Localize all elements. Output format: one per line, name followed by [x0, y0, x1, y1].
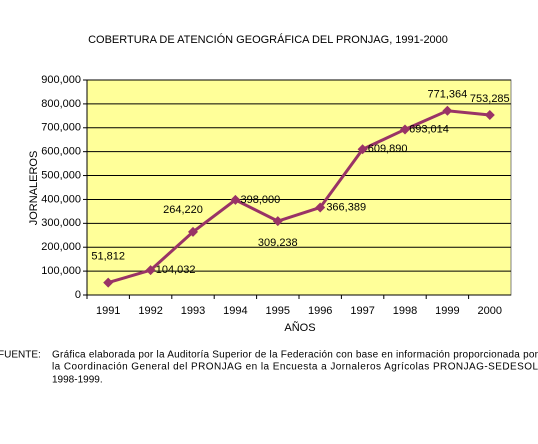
- marker: [357, 144, 368, 155]
- data-label: 753,285: [470, 93, 510, 105]
- x-tick-label: 1992: [138, 305, 162, 317]
- data-label: 51,812: [91, 251, 125, 263]
- x-tick-label: 1991: [96, 305, 120, 317]
- marker: [400, 124, 410, 135]
- y-tick-label: 0: [75, 289, 81, 301]
- y-tick-label: 400,000: [41, 193, 81, 205]
- marker: [272, 216, 283, 227]
- data-label: 309,238: [258, 237, 298, 249]
- marker: [103, 277, 114, 288]
- plot-area: [86, 79, 512, 296]
- data-label: 366,389: [326, 201, 366, 213]
- x-tick-label: 1996: [308, 305, 332, 317]
- marker: [188, 226, 198, 237]
- y-tick-label: 300,000: [41, 217, 81, 229]
- x-tick-label: 1997: [350, 305, 374, 317]
- line: [107, 109, 490, 285]
- x-tick-label: 1995: [266, 305, 290, 317]
- chart-title: COBERTURA DE ATENCIÓN GEOGRÁFICA DEL PRO…: [88, 33, 448, 46]
- data-label: 771,364: [428, 89, 468, 101]
- y-tick-label: 200,000: [41, 241, 81, 253]
- footnote-label: FUENTE:: [0, 350, 41, 361]
- y-tick-label: 800,000: [41, 98, 81, 110]
- footnote-line: Gráfica elaborada por la Auditoría Super…: [52, 350, 538, 361]
- y-tick-label: 100,000: [41, 265, 81, 277]
- x-tick-label: 1993: [181, 305, 205, 317]
- x-axis-label: AÑOS: [284, 321, 315, 334]
- marker: [442, 105, 453, 116]
- y-tick-label: 700,000: [41, 122, 81, 134]
- x-tick-label: 1994: [223, 305, 247, 317]
- y-axis-label: JORNALEROS: [28, 151, 40, 226]
- data-label: 693,014: [409, 123, 449, 135]
- marker: [230, 194, 241, 205]
- y-tick-label: 500,000: [41, 169, 81, 181]
- x-tick-label: 1999: [435, 305, 459, 317]
- marker: [315, 202, 326, 213]
- data-label: 104,032: [156, 264, 196, 276]
- footnote-line: la Coordinación General del PRONJAG en l…: [52, 362, 538, 373]
- footnote-line: 1998-1999.: [52, 375, 103, 386]
- y-tick-label: 600,000: [41, 146, 81, 158]
- data-label: 398,000: [241, 194, 281, 206]
- x-tick-label: 2000: [478, 305, 502, 317]
- data-label: 264,220: [163, 204, 203, 216]
- y-tick-label: 900,000: [41, 74, 81, 86]
- marker: [145, 265, 156, 276]
- x-tick-label: 1998: [393, 305, 417, 317]
- data-label: 609,890: [368, 143, 408, 155]
- marker: [484, 110, 495, 121]
